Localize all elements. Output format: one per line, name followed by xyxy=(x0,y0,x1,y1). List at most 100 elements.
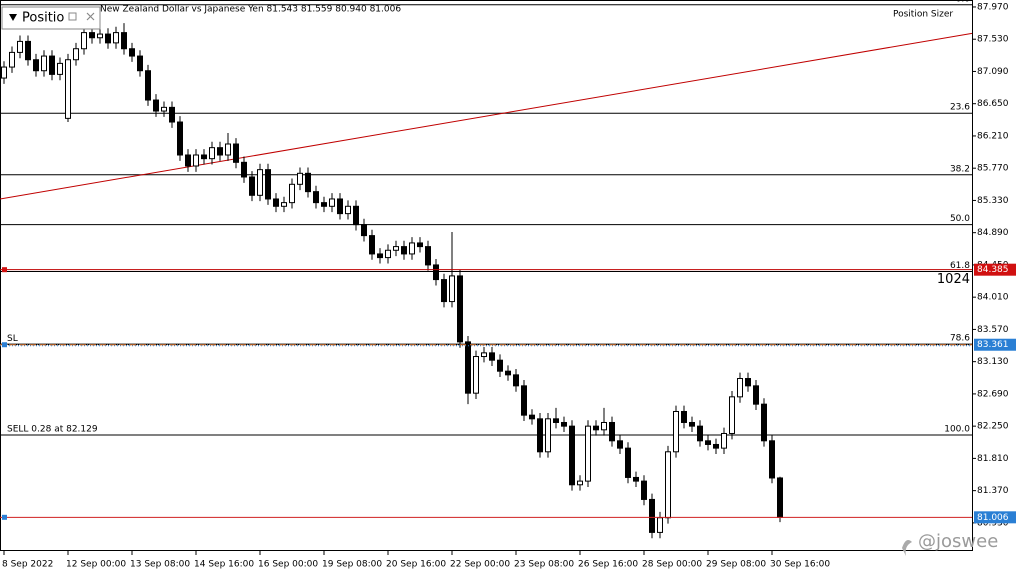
candle-body xyxy=(257,169,263,196)
candle-body xyxy=(297,172,303,185)
panel-right-title: Position Sizer xyxy=(893,10,953,20)
candle-body xyxy=(393,246,399,251)
price-line-marker xyxy=(2,342,7,348)
candle-body xyxy=(417,242,423,248)
candle-body xyxy=(569,425,575,486)
candle-body xyxy=(457,275,463,343)
y-tick-label: 80.930 xyxy=(977,518,1009,528)
candle-body xyxy=(41,55,47,72)
candle-body xyxy=(113,32,119,44)
y-tick-label: 87.090 xyxy=(977,67,1009,77)
candle-body xyxy=(353,205,359,226)
candle-body xyxy=(305,172,311,193)
candle-body xyxy=(225,143,231,156)
pips-label: 1024 xyxy=(937,272,970,287)
candle-body xyxy=(465,341,471,394)
restore-icon[interactable] xyxy=(68,12,77,21)
candle-body xyxy=(217,147,223,156)
price-box-label: 83.361 xyxy=(977,340,1009,350)
fib-label: 38.2 xyxy=(950,164,970,174)
candle-body xyxy=(537,418,543,453)
candle-body xyxy=(625,447,631,478)
y-tick-label: 82.690 xyxy=(977,389,1009,399)
candle-body xyxy=(529,414,535,420)
candle-body xyxy=(97,33,103,39)
candle-body xyxy=(193,154,199,167)
candle-body xyxy=(241,161,247,178)
y-tick-label: 83.130 xyxy=(977,357,1009,367)
x-tick-label: 13 Sep 08:00 xyxy=(130,560,190,570)
x-tick-label: 20 Sep 16:00 xyxy=(386,560,446,570)
candle-body xyxy=(281,202,287,207)
candle-body xyxy=(105,33,111,44)
candle-body xyxy=(609,421,615,442)
candle-body xyxy=(337,198,343,215)
candle-body xyxy=(161,106,167,112)
collapse-arrow[interactable] xyxy=(9,14,17,21)
y-tick-label: 86.650 xyxy=(977,99,1009,109)
candle-body xyxy=(9,51,15,68)
candle-body xyxy=(521,385,527,416)
candle-body xyxy=(617,440,623,449)
price-box xyxy=(974,338,1016,351)
candle-body xyxy=(137,55,143,72)
candle-body xyxy=(737,378,743,398)
candle-body xyxy=(33,59,39,72)
candle-body xyxy=(697,425,703,442)
candle-body xyxy=(745,378,751,387)
x-tick-label: 19 Sep 08:00 xyxy=(322,560,382,570)
candle-body xyxy=(25,40,31,61)
candle-body xyxy=(185,154,191,167)
candle-body xyxy=(657,517,663,533)
candle-body xyxy=(369,235,375,255)
order-label: SELL 0.28 at 82.129 xyxy=(7,425,98,435)
y-tick-label: 84.890 xyxy=(977,228,1009,238)
plot-frame xyxy=(0,0,973,551)
candle-body xyxy=(777,477,783,518)
price-line-marker xyxy=(2,514,7,520)
y-tick-label: 85.770 xyxy=(977,164,1009,174)
candle-body xyxy=(289,183,295,204)
candle-body xyxy=(57,62,63,75)
candle-body xyxy=(65,59,71,119)
candle-body xyxy=(233,143,239,163)
x-tick-label: 26 Sep 16:00 xyxy=(578,560,638,570)
candle-body xyxy=(433,264,439,281)
x-tick-label: 23 Sep 08:00 xyxy=(514,560,574,570)
watermark-icon xyxy=(902,540,912,556)
x-tick-label: 8 Sep 2022 xyxy=(2,560,53,570)
candle-body xyxy=(153,99,159,112)
candle-body xyxy=(425,246,431,266)
x-tick-label: 16 Sep 00:00 xyxy=(258,560,318,570)
close-icon[interactable] xyxy=(86,12,95,21)
x-tick-label: 12 Sep 00:00 xyxy=(66,560,126,570)
candle-body xyxy=(17,40,23,53)
candle-body xyxy=(729,396,735,434)
candle-body xyxy=(329,198,335,207)
price-box-label: 81.006 xyxy=(977,513,1009,523)
candle-body xyxy=(713,443,719,449)
watermark: @joswee xyxy=(902,531,998,556)
chart-title: New Zealand Dollar vs Japanese Yen 81.54… xyxy=(100,5,401,15)
price-box xyxy=(974,263,1016,276)
candle-body xyxy=(201,154,207,160)
candle-body xyxy=(489,352,495,361)
candle-body xyxy=(265,169,271,200)
candle-body xyxy=(73,48,79,61)
candle-body xyxy=(441,279,447,303)
y-tick-label: 85.330 xyxy=(977,196,1009,206)
y-tick-label: 86.210 xyxy=(977,131,1009,141)
candle-body xyxy=(649,498,655,533)
fib-label: 50.0 xyxy=(950,214,970,224)
position-panel[interactable]: Positio xyxy=(1,6,101,30)
candle-body xyxy=(577,480,583,486)
price-box xyxy=(974,511,1016,524)
x-tick-label: 22 Sep 00:00 xyxy=(450,560,510,570)
order-label: SL xyxy=(7,334,18,344)
candle-body xyxy=(177,121,183,156)
y-tick-label: 81.810 xyxy=(977,454,1009,464)
y-tick-label: 81.370 xyxy=(977,486,1009,496)
candle-body xyxy=(209,147,215,160)
